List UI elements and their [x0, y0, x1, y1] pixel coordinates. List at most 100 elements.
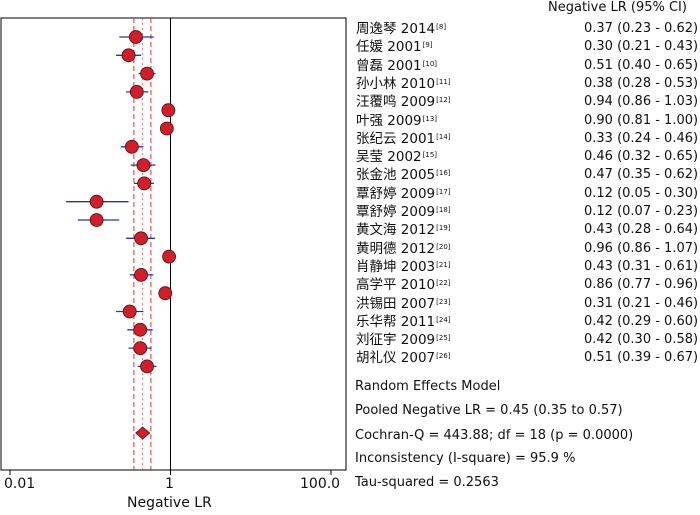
study-label: 孙小林 2010[11] [356, 76, 451, 92]
study-ci-text: 0.42 (0.29 - 0.60) [584, 313, 699, 329]
summary-model: Random Effects Model [355, 379, 501, 394]
study-label: 曾磊 2001[10] [356, 58, 437, 74]
plot-frame [0, 17, 347, 471]
study-name: 乐华帮 2011 [356, 313, 436, 330]
study-reference: [21] [436, 260, 451, 269]
study-ci-text: 0.90 (0.81 - 1.00) [584, 112, 699, 128]
study-reference: [23] [436, 297, 451, 306]
study-ci-text: 0.38 (0.28 - 0.53) [584, 75, 699, 91]
study-name: 洪锡田 2007 [356, 295, 436, 312]
study-name: 黄明德 2012 [356, 240, 436, 257]
study-label: 张纪云 2001[14] [356, 131, 451, 147]
study-point [121, 48, 136, 63]
study-name: 胡礼仪 2007 [356, 350, 436, 367]
study-name: 高学平 2010 [356, 277, 436, 294]
study-ci-text: 0.51 (0.40 - 0.65) [584, 57, 699, 73]
pooled-diamond [135, 426, 151, 440]
study-point [137, 176, 152, 191]
study-label: 高学平 2010[22] [356, 277, 451, 293]
x-tick-label: 100.0 [300, 476, 341, 492]
study-label: 刘征宇 2009[25] [356, 332, 451, 348]
study-ci-text: 0.42 (0.30 - 0.58) [584, 332, 699, 348]
study-ci-text: 0.12 (0.05 - 0.30) [584, 185, 699, 201]
study-ci-text: 0.86 (0.77 - 0.96) [584, 277, 699, 293]
study-label: 黄文海 2012[19] [356, 222, 451, 238]
study-ci-text: 0.43 (0.28 - 0.64) [584, 222, 699, 238]
x-tick-label: 0.01 [4, 476, 36, 492]
study-label: 吴莹 2002[15] [356, 149, 437, 165]
study-label: 汪覆鸣 2009[12] [356, 94, 451, 110]
study-point [133, 322, 148, 337]
study-label: 乐华帮 2011[24] [356, 314, 451, 330]
study-label: 肖静坤 2003[21] [356, 259, 451, 275]
study-reference: [13] [422, 114, 438, 123]
study-label: 覃舒婷 2009[18] [356, 204, 451, 220]
study-label: 周逸琴 2014[8] [356, 21, 446, 37]
study-reference: [18] [436, 206, 451, 214]
study-point [129, 85, 144, 99]
study-label: 洪锡田 2007[23] [356, 296, 451, 312]
study-reference: [15] [422, 151, 438, 160]
study-name: 曾磊 2001 [356, 57, 422, 74]
ci-column-title: Negative LR (95% CI) [548, 0, 687, 15]
study-ci-text: 0.12 (0.07 - 0.23) [584, 204, 699, 219]
x-tick-label: 1 [165, 476, 174, 492]
study-point [89, 194, 104, 209]
study-reference: [11] [436, 77, 451, 86]
study-reference: [17] [436, 187, 451, 196]
study-label: 覃舒婷 2009[17] [356, 186, 451, 202]
study-point [133, 341, 148, 356]
study-ci-text: 0.47 (0.35 - 0.62) [584, 167, 699, 183]
study-reference: [10] [422, 59, 438, 68]
study-label: 任媛 2001[9] [356, 39, 433, 55]
study-ci-text: 0.43 (0.31 - 0.61) [584, 258, 699, 274]
study-name: 吴莹 2002 [356, 149, 422, 166]
study-name: 叶强 2009 [356, 112, 422, 129]
study-reference: [25] [436, 334, 451, 343]
study-ci-text: 0.96 (0.86 - 1.07) [584, 240, 699, 256]
study-label: 胡礼仪 2007[26] [356, 350, 451, 366]
summary-pooled: Pooled Negative LR = 0.45 (0.35 to 0.57) [355, 403, 623, 418]
study-reference: [8] [436, 23, 447, 31]
study-reference: [14] [436, 132, 451, 141]
study-name: 汪覆鸣 2009 [356, 94, 436, 111]
study-reference: [24] [436, 315, 451, 324]
study-label: 叶强 2009[13] [356, 113, 437, 129]
study-point [128, 30, 143, 44]
study-point [136, 158, 151, 173]
study-reference: [19] [436, 224, 451, 233]
study-name: 周逸琴 2014 [356, 21, 436, 37]
study-point [134, 267, 148, 282]
study-ci-text: 0.94 (0.86 - 1.03) [584, 94, 699, 110]
study-point [140, 66, 154, 81]
study-label: 张金池 2005[16] [356, 167, 451, 183]
study-name: 黄文海 2012 [356, 222, 436, 239]
study-ci-text: 0.30 (0.21 - 0.43) [584, 39, 699, 55]
study-point [161, 103, 176, 118]
study-ci-text: 0.51 (0.39 - 0.67) [584, 350, 699, 366]
x-axis-label: Negative LR [127, 495, 212, 511]
study-name: 覃舒婷 2009 [356, 204, 436, 220]
summary-inconsistency: Inconsistency (I-square) = 95.9 % [355, 451, 576, 466]
study-point [162, 249, 176, 264]
study-ci-text: 0.31 (0.21 - 0.46) [584, 295, 699, 311]
study-point [122, 304, 137, 319]
study-point [140, 359, 154, 374]
study-reference: [22] [436, 279, 451, 288]
summary-tau: Tau-squared = 0.2563 [355, 475, 499, 490]
study-point [89, 213, 104, 227]
study-point [124, 139, 139, 154]
study-name: 任媛 2001 [356, 39, 422, 56]
study-point [158, 286, 173, 301]
study-name: 张金池 2005 [356, 167, 436, 184]
study-label: 黄明德 2012[20] [356, 241, 451, 257]
study-reference: [12] [436, 96, 451, 105]
study-reference: [20] [436, 242, 451, 251]
study-reference: [16] [436, 169, 451, 178]
study-name: 张纪云 2001 [356, 130, 436, 147]
study-point [134, 231, 148, 246]
study-ci-text: 0.37 (0.23 - 0.62) [584, 21, 699, 36]
study-name: 刘征宇 2009 [356, 332, 436, 349]
study-reference: [26] [436, 352, 451, 361]
